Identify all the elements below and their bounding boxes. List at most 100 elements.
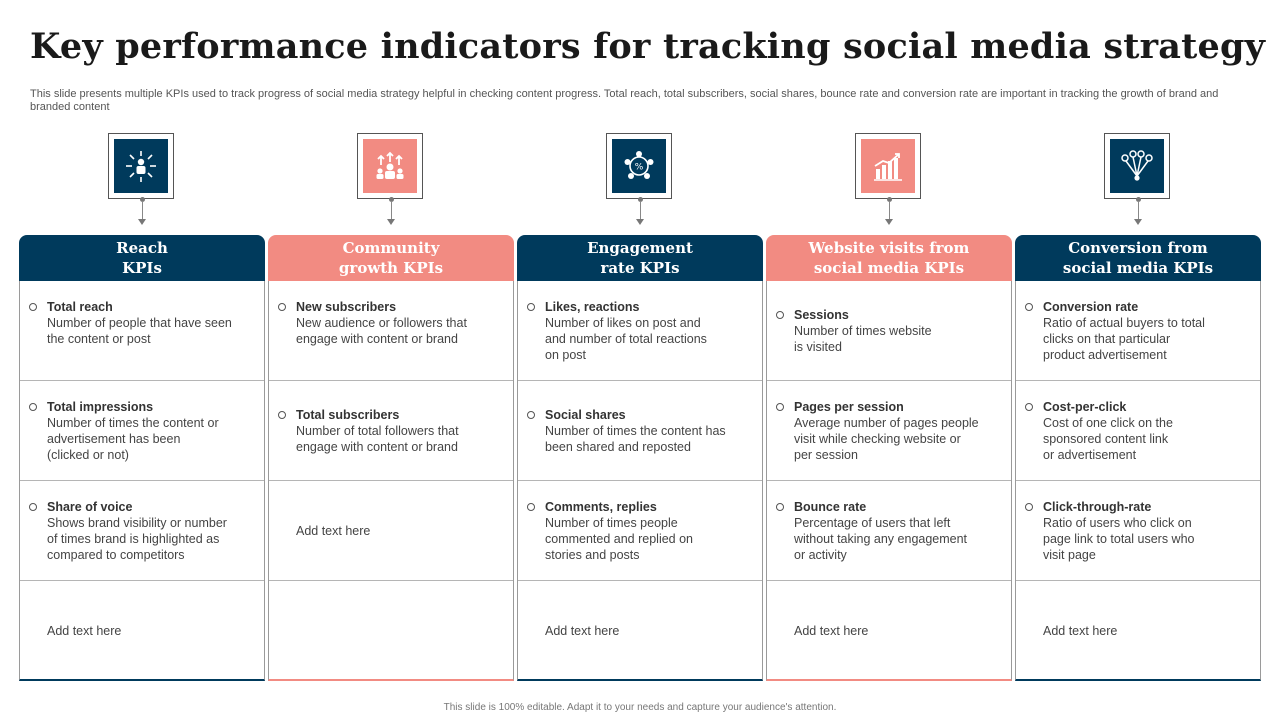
connector-arrow-icon [885,219,893,225]
bullet-circle-icon [29,403,37,411]
kpi-title: Click-through-rate [1043,500,1152,514]
column-body: Sessions Number of times website is visit… [766,281,1012,681]
icon-frame [1104,133,1170,199]
add-text-placeholder[interactable]: Add text here [1043,624,1118,638]
bullet-circle-icon [1025,303,1033,311]
kpi-cell: Conversion rate Ratio of actual buyers to… [1016,281,1260,381]
bullet-circle-icon [527,503,535,511]
kpi-cell: Pages per session Average number of pages… [767,381,1011,481]
kpi-description: Number of times the content has been sha… [545,424,726,454]
column-body: New subscribers New audience or followers… [268,281,514,681]
kpi-cell: New subscribers New audience or followers… [269,281,513,381]
column-header: Community growth KPIs [268,235,514,281]
kpi-description: Ratio of users who click on page link to… [1043,516,1195,562]
kpi-column: % Engagement rate KPIs Likes, reactions Num… [517,133,763,681]
kpi-cell: Bounce rate Percentage of users that left… [767,481,1011,581]
footer-note: This slide is 100% editable. Adapt it to… [443,702,837,713]
kpi-description: Number of likes on post and and number o… [545,316,707,362]
icon-frame: % [606,133,672,199]
kpi-title: Total subscribers [296,408,400,422]
connector-arrow-icon [387,219,395,225]
kpi-description: Number of people that have seen the cont… [47,316,232,346]
connector-line [640,201,641,219]
svg-text:%: % [635,163,644,173]
kpi-column: Conversion from social media KPIs Convers… [1015,133,1261,681]
connector-dot [1136,197,1141,202]
kpi-cell: Add text here [518,581,762,681]
kpi-title: Sessions [794,308,849,322]
column-header: Conversion from social media KPIs [1015,235,1261,281]
kpi-cell: Click-through-rate Ratio of users who cli… [1016,481,1260,581]
connector-line [142,201,143,219]
kpi-description: Shows brand visibility or number of time… [47,516,227,562]
kpi-description: Number of times the content or advertise… [47,416,219,462]
people-reach-icon [114,139,168,193]
bullet-circle-icon [776,503,784,511]
column-header: Engagement rate KPIs [517,235,763,281]
kpi-cell: Add text here [20,581,264,681]
kpi-description: Number of total followers that engage wi… [296,424,459,454]
add-text-placeholder[interactable]: Add text here [794,624,869,638]
connector-dot [887,197,892,202]
kpi-cell: Comments, replies Number of times people … [518,481,762,581]
connector-arrow-icon [138,219,146,225]
kpi-title: Likes, reactions [545,300,640,314]
connector-dot [140,197,145,202]
growth-chart-icon [861,139,915,193]
add-text-placeholder[interactable]: Add text here [47,624,122,638]
engagement-network-icon: % [612,139,666,193]
kpi-cell: Social shares Number of times the content… [518,381,762,481]
connector-line [391,201,392,219]
kpi-cell [269,581,513,681]
kpi-title: Total reach [47,300,113,314]
kpi-title: Social shares [545,408,626,422]
connector-arrow-icon [636,219,644,225]
kpi-title: Comments, replies [545,500,657,514]
kpi-description: Percentage of users that left without ta… [794,516,968,562]
kpi-title: Cost-per-click [1043,400,1127,414]
kpi-cell: Add text here [269,481,513,581]
column-header: Website visits from social media KPIs [766,235,1012,281]
add-text-placeholder[interactable]: Add text here [296,524,371,538]
kpi-title: Share of voice [47,500,133,514]
icon-frame [108,133,174,199]
kpi-title: Pages per session [794,400,904,414]
kpi-title: Total impressions [47,400,154,414]
kpi-column: Reach KPIs Total reach Number of people th… [19,133,265,681]
kpi-title: New subscribers [296,300,397,314]
bullet-circle-icon [527,411,535,419]
kpi-cell: Cost-per-click Cost of one click on the s… [1016,381,1260,481]
connector-arrow-icon [1134,219,1142,225]
bullet-circle-icon [776,403,784,411]
column-header: Reach KPIs [19,235,265,281]
add-text-placeholder[interactable]: Add text here [545,624,620,638]
bullet-circle-icon [1025,503,1033,511]
kpi-title: Bounce rate [794,500,867,514]
kpi-cell: Total subscribers Number of total followe… [269,381,513,481]
column-body: Likes, reactions Number of likes on post … [517,281,763,681]
kpi-description: Cost of one click on the sponsored conte… [1043,416,1173,462]
kpi-description: Average number of pages people visit whi… [794,416,979,462]
kpi-column: Website visits from social media KPIs Ses… [766,133,1012,681]
kpi-title: Conversion rate [1043,300,1139,314]
community-growth-icon [363,139,417,193]
bullet-circle-icon [1025,403,1033,411]
kpi-cell: Total impressions Number of times the con… [20,381,264,481]
kpi-cell: Add text here [1016,581,1260,681]
icon-frame [357,133,423,199]
kpi-cell: Total reach Number of people that have se… [20,281,264,381]
kpi-description: Ratio of actual buyers to total clicks o… [1043,316,1205,362]
kpi-cell: Sessions Number of times website is visit… [767,281,1011,381]
conversion-funnel-icon [1110,139,1164,193]
bullet-circle-icon [776,311,784,319]
connector-dot [389,197,394,202]
page-subtitle: This slide presents multiple KPIs used t… [30,88,1219,113]
icon-frame [855,133,921,199]
bullet-circle-icon [527,303,535,311]
kpi-description: New audience or followers that engage wi… [296,316,467,346]
kpi-description: Number of times website is visited [794,324,932,354]
column-body: Total reach Number of people that have se… [19,281,265,681]
bullet-circle-icon [29,303,37,311]
page-title: Key performance indicators for tracking … [30,26,1266,67]
kpi-cell: Likes, reactions Number of likes on post … [518,281,762,381]
